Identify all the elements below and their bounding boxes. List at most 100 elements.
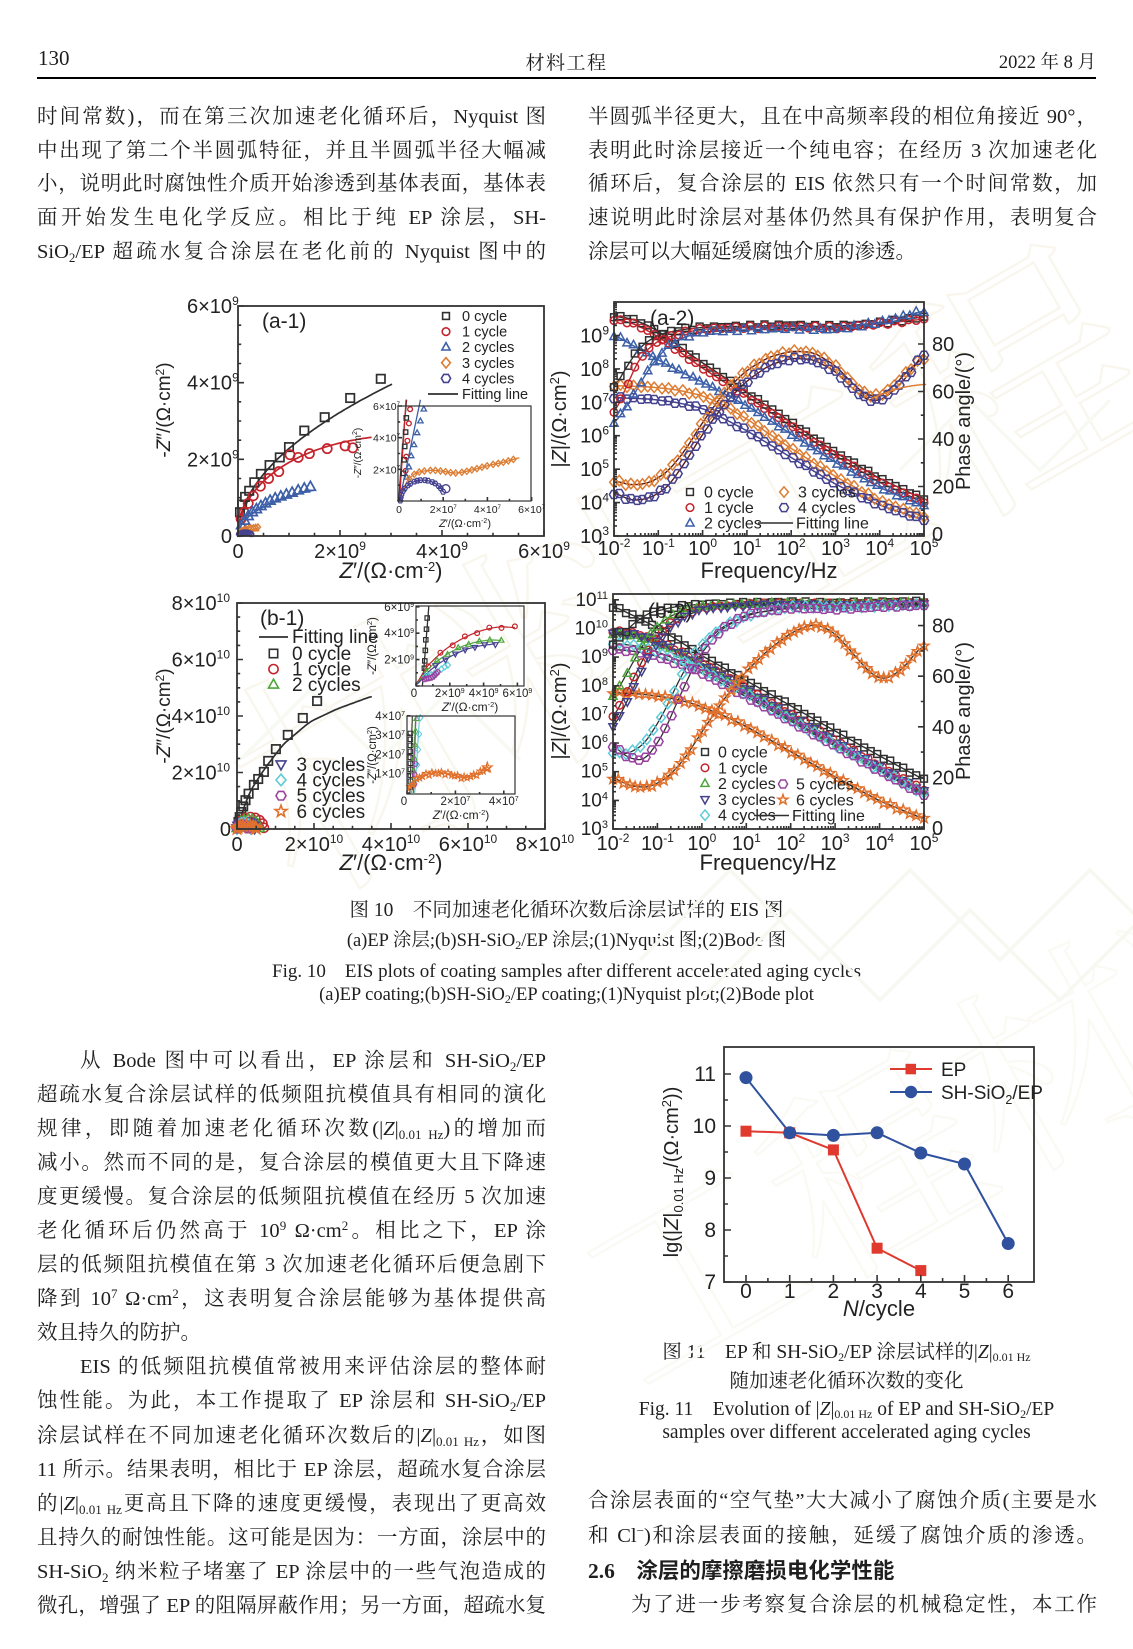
svg-text:4×107: 4×107 bbox=[373, 433, 401, 445]
svg-text:103: 103 bbox=[581, 819, 608, 840]
svg-text:6×109: 6×109 bbox=[187, 294, 239, 318]
svg-text:4×109: 4×109 bbox=[416, 539, 468, 563]
svg-text:7: 7 bbox=[704, 1271, 716, 1294]
svg-text:8: 8 bbox=[704, 1219, 716, 1242]
svg-text:SH-SiO2/EP: SH-SiO2/EP bbox=[941, 1083, 1043, 1107]
svg-text:8×1010: 8×1010 bbox=[172, 591, 231, 615]
svg-text:N/cycle: N/cycle bbox=[843, 1296, 915, 1321]
svg-text:40: 40 bbox=[932, 429, 954, 451]
svg-text:EP: EP bbox=[941, 1060, 966, 1081]
svg-text:2×1010: 2×1010 bbox=[172, 761, 231, 785]
svg-text:6×109: 6×109 bbox=[518, 539, 570, 563]
svg-text:10: 10 bbox=[693, 1115, 716, 1138]
svg-text:Frequency/Hz: Frequency/Hz bbox=[701, 558, 838, 583]
svg-text:-Z″/(Ω·cm2): -Z″/(Ω·cm2) bbox=[153, 362, 175, 457]
svg-text:60: 60 bbox=[932, 382, 954, 404]
svg-text:lg(|Z|0.01 Hz/(Ω·cm2)): lg(|Z|0.01 Hz/(Ω·cm2)) bbox=[659, 1087, 686, 1258]
svg-text:10-1: 10-1 bbox=[642, 536, 675, 560]
svg-text:Phase angle/(°): Phase angle/(°) bbox=[953, 642, 975, 780]
svg-text:2×109: 2×109 bbox=[435, 688, 465, 700]
svg-text:4 cycles: 4 cycles bbox=[297, 771, 366, 792]
svg-text:Z′/(Ω·cm-2): Z′/(Ω·cm-2) bbox=[441, 700, 499, 714]
svg-text:1 cycle: 1 cycle bbox=[462, 325, 507, 341]
svg-text:0 cycle: 0 cycle bbox=[704, 485, 754, 502]
svg-text:0 cycle: 0 cycle bbox=[718, 745, 768, 762]
svg-text:2 cycles: 2 cycles bbox=[462, 340, 514, 356]
svg-text:4 cycles: 4 cycles bbox=[798, 500, 856, 517]
svg-text:1: 1 bbox=[784, 1280, 796, 1303]
svg-text:6×109: 6×109 bbox=[502, 688, 532, 700]
svg-text:-Z″/(Ω·cm2): -Z″/(Ω·cm2) bbox=[365, 726, 379, 784]
svg-text:20: 20 bbox=[932, 477, 954, 499]
svg-text:2×107: 2×107 bbox=[440, 796, 470, 808]
svg-text:6 cycles: 6 cycles bbox=[297, 802, 366, 823]
svg-text:4: 4 bbox=[915, 1280, 927, 1303]
svg-text:4×109: 4×109 bbox=[384, 628, 414, 640]
svg-text:(a-2): (a-2) bbox=[650, 307, 694, 330]
svg-text:104: 104 bbox=[581, 790, 608, 811]
svg-text:11: 11 bbox=[694, 1063, 716, 1086]
svg-text:(b-1): (b-1) bbox=[260, 607, 304, 630]
svg-text:3×107: 3×107 bbox=[375, 730, 405, 742]
svg-text:80: 80 bbox=[932, 334, 954, 356]
svg-text:40: 40 bbox=[932, 717, 954, 739]
svg-text:106: 106 bbox=[581, 733, 608, 754]
svg-text:0 cycle: 0 cycle bbox=[462, 309, 507, 325]
svg-text:-Z″/(Ω·cm2): -Z″/(Ω·cm2) bbox=[352, 428, 364, 479]
svg-text:4 cycles: 4 cycles bbox=[462, 371, 514, 387]
svg-text:2 cycles: 2 cycles bbox=[704, 516, 762, 533]
svg-text:-Z″/(Ω·cm2): -Z″/(Ω·cm2) bbox=[365, 617, 379, 675]
svg-text:107: 107 bbox=[581, 704, 608, 725]
svg-text:2×107: 2×107 bbox=[375, 749, 405, 761]
svg-text:104: 104 bbox=[580, 491, 609, 515]
svg-text:1 cycle: 1 cycle bbox=[704, 500, 754, 517]
svg-text:102: 102 bbox=[776, 831, 805, 855]
svg-text:0: 0 bbox=[396, 504, 402, 516]
svg-text:0: 0 bbox=[401, 796, 407, 808]
svg-text:3: 3 bbox=[871, 1280, 883, 1303]
svg-text:109: 109 bbox=[581, 647, 608, 668]
svg-text:4×109: 4×109 bbox=[187, 371, 239, 395]
svg-text:Z′/(Ω·cm-2): Z′/(Ω·cm-2) bbox=[432, 808, 490, 822]
svg-text:4×107: 4×107 bbox=[474, 504, 502, 516]
svg-text:4×107: 4×107 bbox=[489, 796, 519, 808]
svg-text:0: 0 bbox=[740, 1280, 752, 1303]
svg-text:108: 108 bbox=[580, 357, 609, 381]
svg-text:3 cycles: 3 cycles bbox=[462, 356, 514, 372]
svg-text:104: 104 bbox=[865, 831, 894, 855]
svg-text:109: 109 bbox=[580, 324, 609, 348]
svg-text:2: 2 bbox=[828, 1280, 840, 1303]
svg-text:5 cycles: 5 cycles bbox=[796, 777, 854, 794]
svg-text:|Z|/(Ω·cm2): |Z|/(Ω·cm2) bbox=[547, 370, 571, 467]
svg-text:2×109: 2×109 bbox=[384, 655, 414, 667]
svg-text:1 cycle: 1 cycle bbox=[718, 760, 768, 777]
svg-text:Fitting line: Fitting line bbox=[796, 516, 869, 533]
svg-text:6 cycles: 6 cycles bbox=[796, 792, 854, 809]
svg-text:10-2: 10-2 bbox=[597, 831, 630, 855]
svg-text:5 cycles: 5 cycles bbox=[297, 786, 366, 807]
svg-text:8×1010: 8×1010 bbox=[516, 832, 575, 856]
svg-text:2×109: 2×109 bbox=[187, 447, 239, 471]
svg-text:80: 80 bbox=[932, 616, 954, 638]
svg-text:1 cycle: 1 cycle bbox=[292, 660, 351, 681]
svg-text:Frequency/Hz: Frequency/Hz bbox=[700, 850, 837, 875]
svg-text:Fitting line: Fitting line bbox=[292, 627, 379, 648]
svg-text:0: 0 bbox=[932, 524, 943, 546]
svg-text:6×107: 6×107 bbox=[518, 504, 546, 516]
svg-text:2×1010: 2×1010 bbox=[285, 832, 344, 856]
svg-text:1×107: 1×107 bbox=[375, 769, 405, 781]
svg-text:4 cycles: 4 cycles bbox=[718, 808, 776, 825]
svg-text:6×107: 6×107 bbox=[373, 401, 401, 413]
svg-text:3 cycles: 3 cycles bbox=[798, 485, 856, 502]
svg-text:Z′/(Ω·cm-2): Z′/(Ω·cm-2) bbox=[438, 518, 491, 530]
svg-text:3 cycles: 3 cycles bbox=[718, 792, 776, 809]
svg-text:(a-1): (a-1) bbox=[262, 310, 306, 333]
svg-text:-Z″/(Ω·cm2): -Z″/(Ω·cm2) bbox=[153, 668, 175, 763]
svg-text:10-1: 10-1 bbox=[641, 831, 674, 855]
svg-text:3 cycles: 3 cycles bbox=[297, 755, 366, 776]
svg-text:0: 0 bbox=[932, 818, 943, 840]
svg-text:0: 0 bbox=[232, 541, 243, 563]
svg-text:|Z|/(Ω·cm2): |Z|/(Ω·cm2) bbox=[547, 662, 571, 759]
svg-text:2 cycles: 2 cycles bbox=[292, 675, 361, 696]
svg-text:60: 60 bbox=[932, 666, 954, 688]
